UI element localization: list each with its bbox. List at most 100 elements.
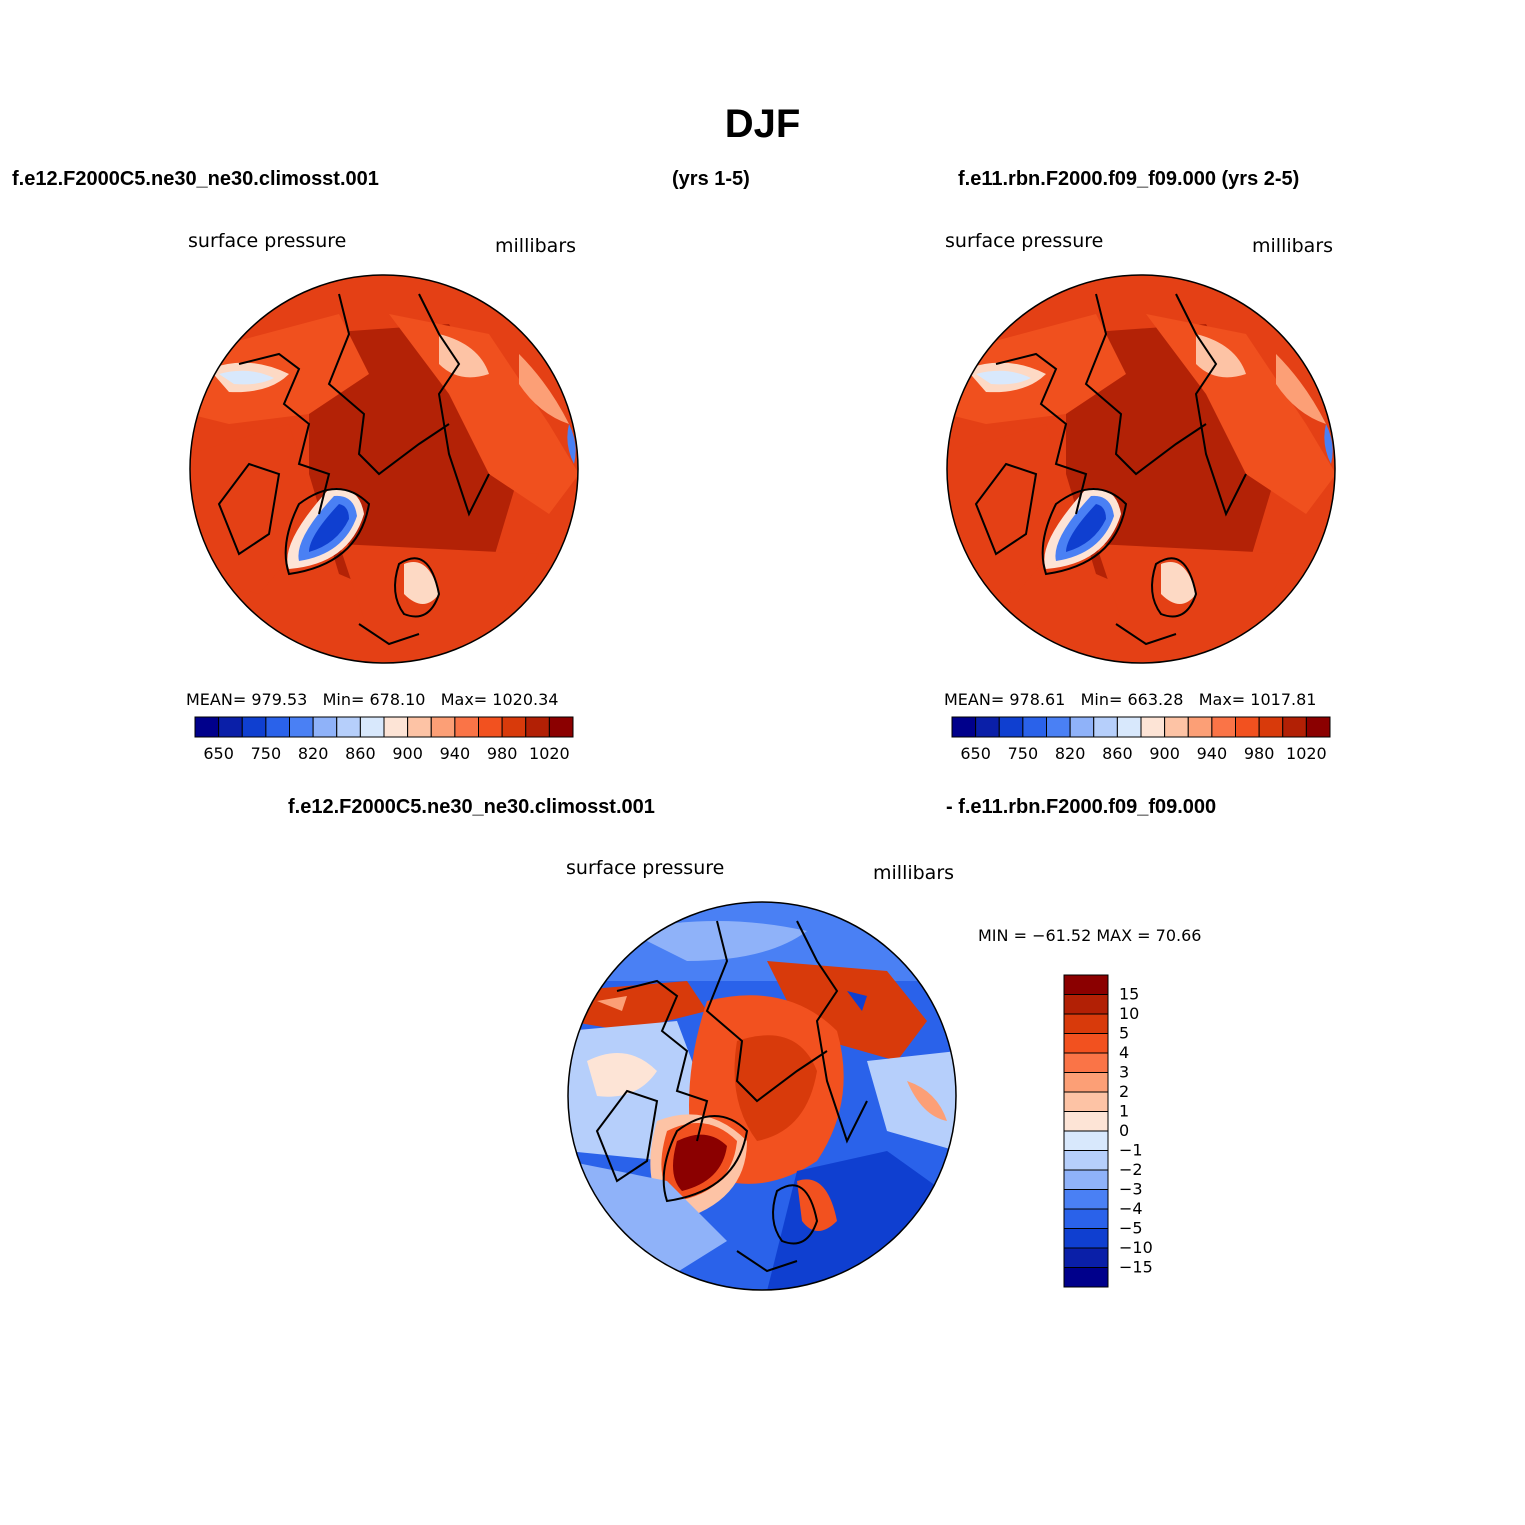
colorbar-swatch <box>1063 1033 1109 1054</box>
colorbar-swatch <box>1140 716 1166 738</box>
colorbar-swatch <box>1187 716 1213 738</box>
right-mean-value: 978.61 <box>1009 690 1066 709</box>
colorbar-tick-label: 900 <box>1149 744 1180 763</box>
colorbar-swatch <box>1211 716 1236 738</box>
colorbar-swatch <box>407 716 432 738</box>
right-min-label: Min= <box>1080 690 1123 709</box>
colorbar-tick-label: 650 <box>203 744 234 763</box>
colorbar-tick-label: 1020 <box>1286 744 1327 763</box>
colorbar-swatch <box>336 716 361 738</box>
colorbar-swatch <box>454 716 479 738</box>
colorbar-swatch <box>1063 1228 1109 1249</box>
diff-polar-map <box>567 901 957 1291</box>
colorbar-swatch <box>1063 1091 1109 1112</box>
colorbar-swatch <box>383 716 409 738</box>
colorbar-tick-label: −5 <box>1119 1219 1143 1238</box>
colorbar-swatch <box>548 716 574 738</box>
diff-units-label: millibars <box>873 862 955 884</box>
colorbar-tick-label: −10 <box>1119 1238 1153 1257</box>
right-max-value: 1017.81 <box>1250 690 1317 709</box>
colorbar-swatch <box>478 716 503 738</box>
colorbar-tick-label: 1 <box>1119 1102 1129 1121</box>
colorbar-tick-label: 10 <box>1119 1004 1139 1023</box>
colorbar-swatch <box>1063 1052 1109 1073</box>
right-colorbar: 650 750 820 860 900 940 980 1020 <box>951 716 1331 763</box>
left-max-value: 1020.34 <box>492 690 559 709</box>
colorbar-swatch <box>241 716 267 738</box>
colorbar-tick-label: 820 <box>298 744 329 763</box>
colorbar-swatch <box>998 716 1024 738</box>
colorbar-swatch <box>1282 716 1307 738</box>
colorbar-swatch <box>359 716 385 738</box>
diff-case-a-title: f.e12.F2000C5.ne30_ne30.climosst.001 <box>288 796 655 818</box>
right-variable-label: surface pressure <box>945 230 1104 252</box>
left-stats: MEAN= 979.53 Min= 678.10 Max= 1020.34 <box>186 690 558 709</box>
colorbar-swatch <box>1063 1150 1109 1171</box>
colorbar-swatch <box>218 716 243 738</box>
colorbar-tick-label: 750 <box>1008 744 1039 763</box>
colorbar-tick-label: −3 <box>1119 1180 1143 1199</box>
right-stats: MEAN= 978.61 Min= 663.28 Max= 1017.81 <box>944 690 1316 709</box>
colorbar-swatch <box>1069 716 1095 738</box>
colorbar-swatch <box>1258 716 1284 738</box>
colorbar-tick-label: −2 <box>1119 1160 1143 1179</box>
colorbar-swatch <box>1063 1189 1109 1210</box>
colorbar-tick-label: −4 <box>1119 1199 1143 1218</box>
colorbar-swatch <box>1063 1013 1109 1034</box>
colorbar-swatch <box>525 716 550 738</box>
left-min-value: 678.10 <box>369 690 426 709</box>
colorbar-tick-label: 5 <box>1119 1024 1129 1043</box>
colorbar-swatch <box>951 716 977 738</box>
colorbar-swatch <box>1063 1247 1109 1268</box>
colorbar-tick-label: 860 <box>345 744 376 763</box>
left-mean-value: 979.53 <box>251 690 308 709</box>
page-title: DJF <box>724 102 801 146</box>
colorbar-swatch <box>1063 994 1109 1015</box>
colorbar-tick-label: 15 <box>1119 985 1139 1004</box>
colorbar-tick-label: 650 <box>960 744 991 763</box>
colorbar-swatch <box>1116 716 1142 738</box>
colorbar-swatch <box>312 716 338 738</box>
diff-variable-label: surface pressure <box>566 857 725 879</box>
right-mean-label: MEAN= <box>944 690 1005 709</box>
colorbar-swatch <box>1063 1130 1109 1151</box>
colorbar-swatch <box>501 716 527 738</box>
right-case-title: f.e11.rbn.F2000.f09_f09.000 (yrs 2-5) <box>958 168 1300 190</box>
left-mean-label: MEAN= <box>186 690 247 709</box>
left-variable-label: surface pressure <box>188 230 347 252</box>
left-min-label: Min= <box>322 690 365 709</box>
left-units-label: millibars <box>495 235 577 257</box>
colorbar-swatch <box>1063 1267 1109 1288</box>
right-units-label: millibars <box>1252 235 1334 257</box>
colorbar-swatch <box>194 716 220 738</box>
diff-case-b-title: - f.e11.rbn.F2000.f09_f09.000 <box>946 796 1217 818</box>
colorbar-tick-label: 2 <box>1119 1082 1129 1101</box>
colorbar-tick-label: 860 <box>1102 744 1133 763</box>
colorbar-swatch <box>430 716 456 738</box>
colorbar-swatch <box>1093 716 1118 738</box>
right-min-value: 663.28 <box>1127 690 1184 709</box>
colorbar-tick-label: −15 <box>1119 1258 1153 1277</box>
colorbar-tick-label: 0 <box>1119 1121 1129 1140</box>
colorbar-swatch <box>1305 716 1331 738</box>
colorbar-swatch <box>1235 716 1260 738</box>
colorbar-swatch <box>265 716 290 738</box>
left-max-label: Max= <box>440 690 488 709</box>
right-polar-map <box>946 274 1336 664</box>
colorbar-tick-label: 940 <box>1197 744 1228 763</box>
diff-minmax: MIN = −61.52 MAX = 70.66 <box>978 926 1202 945</box>
colorbar-tick-label: 820 <box>1055 744 1086 763</box>
colorbar-swatch <box>289 716 314 738</box>
left-years-label: (yrs 1-5) <box>672 168 750 190</box>
left-polar-map <box>189 274 579 664</box>
colorbar-tick-label: 940 <box>440 744 471 763</box>
colorbar-swatch <box>1063 974 1109 995</box>
colorbar-tick-label: 1020 <box>529 744 570 763</box>
colorbar-swatch <box>975 716 1000 738</box>
colorbar-swatch <box>1063 1072 1109 1093</box>
colorbar-swatch <box>1046 716 1071 738</box>
colorbar-swatch <box>1164 716 1189 738</box>
colorbar-tick-label: 3 <box>1119 1063 1129 1082</box>
left-case-title: f.e12.F2000C5.ne30_ne30.climosst.001 <box>12 168 379 190</box>
